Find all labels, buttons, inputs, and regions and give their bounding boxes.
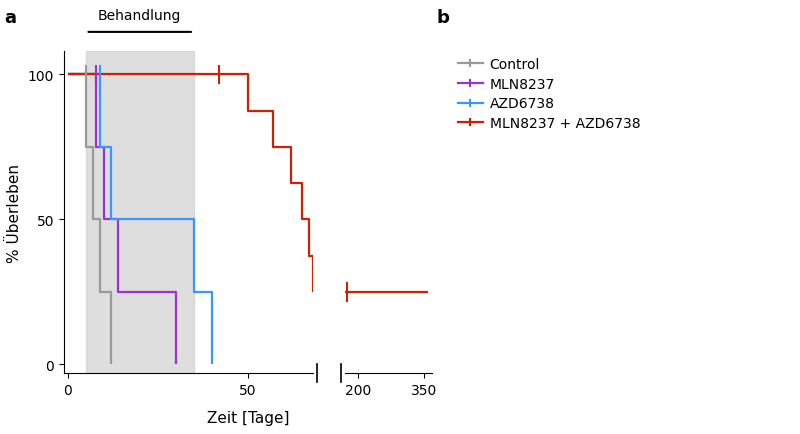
Legend: Control, MLN8237, AZD6738, MLN8237 + AZD6738: Control, MLN8237, AZD6738, MLN8237 + AZD… — [452, 53, 646, 136]
Text: Zeit [Tage]: Zeit [Tage] — [206, 411, 290, 425]
Text: b: b — [436, 9, 449, 26]
Text: Behandlung: Behandlung — [98, 9, 182, 23]
Y-axis label: % Überleben: % Überleben — [7, 163, 22, 262]
Text: a: a — [4, 9, 16, 26]
Bar — [86, 52, 194, 373]
